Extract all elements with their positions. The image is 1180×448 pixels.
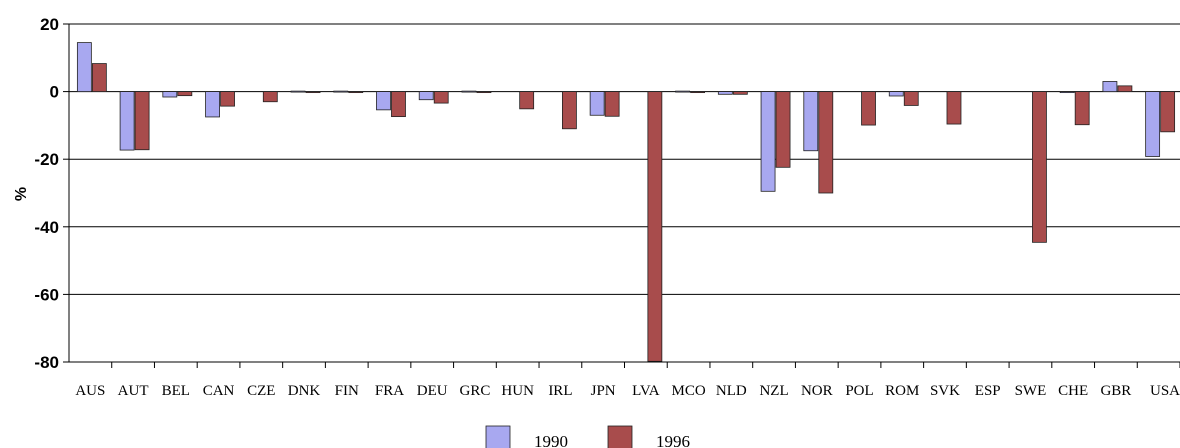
bar-1990-CAN	[205, 91, 220, 118]
bar-1990-JPN	[589, 91, 605, 116]
bar-1990-FRA	[376, 91, 391, 111]
bar-1990-FIN	[333, 90, 349, 93]
bar-1996-POL	[861, 91, 876, 126]
y-tick-label: -60	[34, 285, 59, 304]
x-tick-label: BEL	[162, 383, 190, 399]
bar-1996-NLD	[732, 91, 748, 95]
bar-1996-GBR	[1117, 85, 1133, 92]
bar-1996-ROM	[903, 91, 919, 106]
x-tick-label: GBR	[1100, 383, 1131, 399]
bar-1990-GRC	[461, 90, 477, 93]
x-tick-label: FIN	[335, 383, 359, 399]
bar-1990-CHE	[1059, 91, 1075, 94]
x-tick-label: JPN	[591, 383, 616, 399]
bar-1996-FRA	[391, 91, 406, 118]
bar-1996-JPN	[604, 91, 620, 117]
bar-1990-USA	[1145, 91, 1161, 157]
x-tick-label: NLD	[716, 383, 747, 399]
legend-label-1996: 1996	[656, 432, 690, 448]
bar-1990-ROM	[888, 91, 904, 97]
x-tick-label: POL	[845, 383, 873, 399]
legend: 1990 1996	[485, 425, 690, 448]
x-tick-label: CZE	[247, 383, 275, 399]
y-tick-label: -40	[34, 218, 59, 237]
bar-1990-BEL	[162, 91, 178, 98]
y-tick-label: -20	[34, 150, 59, 169]
legend-label-1990: 1990	[534, 432, 568, 448]
bar-1996-IRL	[562, 91, 577, 130]
bar-1996-AUT	[134, 91, 150, 151]
y-tick-label: 0	[50, 83, 59, 102]
bar-1996-CAN	[220, 91, 235, 107]
bar-1990-NLD	[717, 91, 733, 95]
x-tick-label: NOR	[801, 383, 833, 399]
x-tick-label: DEU	[417, 383, 448, 399]
x-tick-label: GRC	[460, 383, 491, 399]
bar-1996-LVA	[647, 91, 663, 362]
x-tick-label: CAN	[203, 383, 235, 399]
bars	[76, 42, 1176, 362]
bar-1990-AUT	[119, 91, 135, 151]
bar-1996-NOR	[818, 91, 834, 194]
bar-1990-NOR	[803, 91, 819, 152]
x-tick-label: ROM	[885, 383, 919, 399]
bar-1996-CHE	[1074, 91, 1090, 126]
bar-1996-HUN	[519, 91, 535, 110]
x-tick-label: DNK	[288, 383, 321, 399]
x-tick-label: NZL	[759, 383, 788, 399]
x-tick-label: AUT	[118, 383, 149, 399]
bar-1996-CZE	[262, 91, 278, 103]
x-tick-label: IRL	[548, 383, 572, 399]
y-tick-labels: 20 0 -20 -40 -60 -80	[34, 15, 59, 372]
y-tick-label: -80	[34, 353, 59, 372]
bar-1996-USA	[1160, 91, 1176, 133]
x-tick-labels: AUS AUT BEL CAN CZE DNK FIN FRA DEU GRC HUN IRL JPN L…	[75, 383, 1180, 399]
x-tick-label: SVK	[930, 383, 960, 399]
bar-1990-MCO	[675, 90, 690, 93]
x-tick-label: FRA	[375, 383, 404, 399]
bar-1996-SVK	[946, 91, 962, 125]
bar-1990-DNK	[290, 90, 306, 93]
legend-swatch-1990	[485, 425, 511, 448]
x-tick-label: MCO	[672, 383, 706, 399]
bar-1990-AUS	[76, 42, 92, 92]
x-tick-label: SWE	[1015, 383, 1047, 399]
bar-1996-MCO	[690, 91, 705, 94]
bar-1996-NZL	[775, 91, 791, 168]
gridlines	[63, 23, 1180, 368]
bar-1990-GBR	[1102, 81, 1118, 92]
x-tick-label: USA	[1150, 383, 1180, 399]
bar-1996-FIN	[348, 91, 364, 94]
legend-swatch-1996	[607, 425, 633, 448]
bar-1990-NZL	[760, 91, 776, 192]
bar-1996-GRC	[476, 91, 492, 94]
bar-1990-DEU	[418, 91, 434, 101]
x-tick-label: CHE	[1058, 383, 1088, 399]
x-tick-label: AUS	[75, 383, 105, 399]
x-tick-label: HUN	[501, 383, 534, 399]
bar-1996-SWE	[1032, 91, 1047, 243]
y-axis-label: %	[13, 187, 30, 201]
x-tick-label: ESP	[975, 383, 1001, 399]
bar-1996-DNK	[305, 91, 321, 94]
bar-1996-DEU	[433, 91, 449, 104]
y-tick-label: 20	[40, 15, 59, 34]
x-tick-label: LVA	[632, 383, 660, 399]
bar-1996-AUS	[91, 63, 107, 93]
bar-1996-BEL	[177, 91, 193, 97]
